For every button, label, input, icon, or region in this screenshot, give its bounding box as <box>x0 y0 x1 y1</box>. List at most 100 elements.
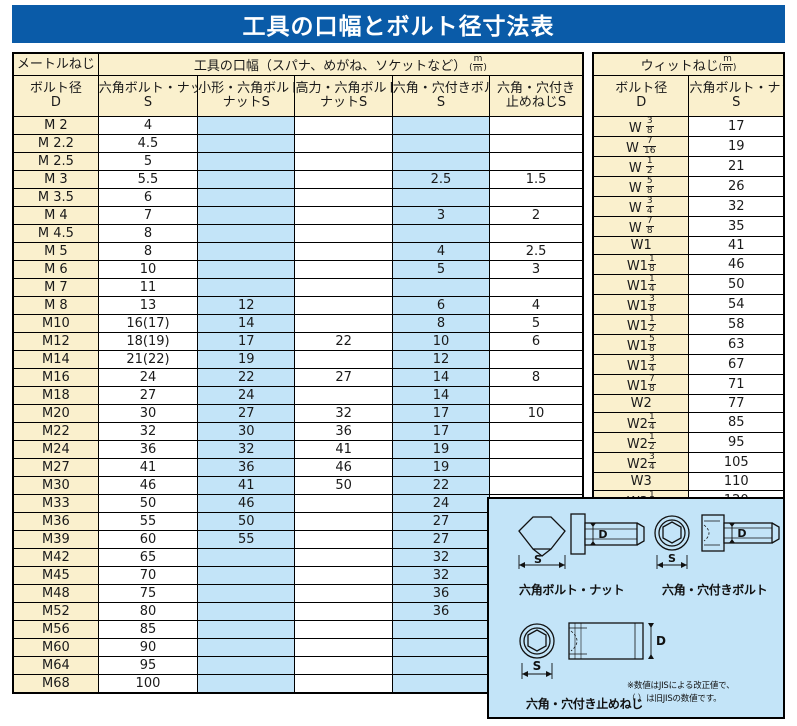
whitworth-size-whole: W <box>626 140 644 156</box>
metric-cell-hex-socket-set-screw <box>489 188 584 207</box>
metric-cell-high-tension-hex-bolt-nut <box>294 548 393 567</box>
whitworth-size-whole: W1 <box>626 258 648 274</box>
whitworth-cell-hex-bolt-nut: 105 <box>688 452 785 473</box>
metric-cell-small-hex-bolt-nut <box>197 278 296 297</box>
fraction-numerator: 3 <box>647 354 656 365</box>
whitworth-size-whole: W2 <box>626 436 648 452</box>
whitworth-cell-hex-bolt-nut: 67 <box>688 354 785 375</box>
metric-cell-hex-socket-bolt: 6 <box>391 296 491 315</box>
metric-cell-hex-socket-set-screw <box>489 278 584 297</box>
metric-cell-hex-socket-set-screw: 6 <box>489 332 584 351</box>
metric-cell-hex-bolt-nut: 6 <box>97 188 199 207</box>
metric-cell-small-hex-bolt-nut: 14 <box>197 314 296 333</box>
whitworth-size-whole: W <box>628 180 646 196</box>
metric-cell-bolt-diameter: M45 <box>12 566 99 585</box>
metric-cell-hex-socket-bolt: 19 <box>391 440 491 459</box>
table-row: M 8 13 12 6 4 <box>12 296 584 315</box>
table-row: W 1 2 21 <box>592 156 785 177</box>
whitworth-size-whole: W1 <box>626 298 648 314</box>
metric-cell-hex-bolt-nut: 90 <box>97 638 199 657</box>
table-row: W 5 8 26 <box>592 176 785 197</box>
whitworth-cell-bolt-diameter: W2 <box>592 394 690 413</box>
metric-cell-high-tension-hex-bolt-nut <box>294 296 393 315</box>
metric-cell-high-tension-hex-bolt-nut: 22 <box>294 332 393 351</box>
metric-cell-bolt-diameter: M 3 <box>12 170 99 189</box>
metric-cell-high-tension-hex-bolt-nut <box>294 530 393 549</box>
metric-cell-hex-socket-bolt <box>391 656 491 675</box>
whitworth-cell-bolt-diameter: W1 3 8 <box>592 294 690 315</box>
metric-cell-high-tension-hex-bolt-nut <box>294 242 393 261</box>
metric-cell-small-hex-bolt-nut: 17 <box>197 332 296 351</box>
whitworth-cell-bolt-diameter: W1 1 8 <box>592 254 690 275</box>
metric-cell-small-hex-bolt-nut: 12 <box>197 296 296 315</box>
table-row: W2 1 2 95 <box>592 432 785 453</box>
whitworth-table-body: W 3 8 17 W 7 16 19 W 1 2 21 W 5 8 26 W 3 4 32 W 7 8 35 W1 4… <box>592 116 785 512</box>
fraction-denominator: 8 <box>648 344 655 354</box>
table-row: M 3.5 6 <box>12 188 584 207</box>
table-row: M 7 11 <box>12 278 584 297</box>
whitworth-col-hex-bolt-nut: 六角ボルト・ナット S <box>688 75 785 117</box>
metric-cell-high-tension-hex-bolt-nut <box>294 386 393 405</box>
metric-cell-hex-socket-bolt <box>391 188 491 207</box>
whitworth-group-header-row: ウィットねじ(m m) <box>592 52 785 76</box>
metric-cell-high-tension-hex-bolt-nut <box>294 512 393 531</box>
whitworth-group-label: ウィットねじ <box>640 58 719 74</box>
fraction-numerator: 1 <box>647 412 656 423</box>
metric-cell-bolt-diameter: M24 <box>12 440 99 459</box>
fraction-denominator: 8 <box>648 384 655 394</box>
metric-cell-bolt-diameter: M56 <box>12 620 99 639</box>
metric-cell-hex-bolt-nut: 8 <box>97 224 199 243</box>
whitworth-cell-bolt-diameter: W1 1 2 <box>592 314 690 335</box>
whitworth-cell-hex-bolt-nut: 50 <box>688 274 785 295</box>
metric-cell-small-hex-bolt-nut <box>197 242 296 261</box>
metric-cell-bolt-diameter: M30 <box>12 476 99 495</box>
table-row: M 5 8 4 2.5 <box>12 242 584 261</box>
metric-cell-hex-socket-bolt <box>391 134 491 153</box>
metric-cell-hex-socket-bolt <box>391 116 491 135</box>
metric-column-header-row: ボルト径 D 六角ボルト・ナット S 小形・六角ボルト・ ナットS 高力・六角ボ… <box>12 75 584 117</box>
fraction-denominator: 2 <box>646 166 653 176</box>
metric-cell-bolt-diameter: M64 <box>12 656 99 675</box>
metric-cell-bolt-diameter: M 2.5 <box>12 152 99 171</box>
metric-cell-high-tension-hex-bolt-nut <box>294 170 393 189</box>
metric-cell-small-hex-bolt-nut: 50 <box>197 512 296 531</box>
whitworth-cell-bolt-diameter: W2 1 2 <box>592 432 690 453</box>
metric-cell-bolt-diameter: M16 <box>12 368 99 387</box>
metric-cell-bolt-diameter: M68 <box>12 674 99 694</box>
metric-cell-hex-socket-set-screw <box>489 224 584 243</box>
hex-bolt-s-dim-label: S <box>534 553 542 566</box>
fraction-denominator: 4 <box>648 422 655 432</box>
metric-cell-hex-bolt-nut: 50 <box>97 494 199 513</box>
whitworth-size-whole: W1 <box>626 318 648 334</box>
metric-cell-hex-socket-bolt <box>391 224 491 243</box>
metric-cell-bolt-diameter: M 8 <box>12 296 99 315</box>
metric-cell-bolt-diameter: M 4 <box>12 206 99 225</box>
whitworth-cell-hex-bolt-nut: 110 <box>688 472 785 491</box>
fraction-numerator: 3 <box>645 116 654 127</box>
metric-cell-high-tension-hex-bolt-nut: 41 <box>294 440 393 459</box>
metric-cell-hex-socket-set-screw: 4 <box>489 296 584 315</box>
metric-cell-hex-bolt-nut: 65 <box>97 548 199 567</box>
metric-cell-hex-socket-set-screw <box>489 386 584 405</box>
metric-cell-hex-socket-bolt: 24 <box>391 494 491 513</box>
table-row: W1 1 4 50 <box>592 274 785 295</box>
whitworth-cell-hex-bolt-nut: 63 <box>688 334 785 355</box>
metric-cell-hex-bolt-nut: 18(19) <box>97 332 199 351</box>
hex-socket-bolt-caption: 六角・穴付きボルト <box>662 583 768 597</box>
fraction-denominator: 4 <box>646 206 653 216</box>
metric-cell-hex-socket-set-screw: 2.5 <box>489 242 584 261</box>
metric-cell-bolt-diameter: M 7 <box>12 278 99 297</box>
metric-cell-high-tension-hex-bolt-nut <box>294 566 393 585</box>
metric-cell-small-hex-bolt-nut: 41 <box>197 476 296 495</box>
